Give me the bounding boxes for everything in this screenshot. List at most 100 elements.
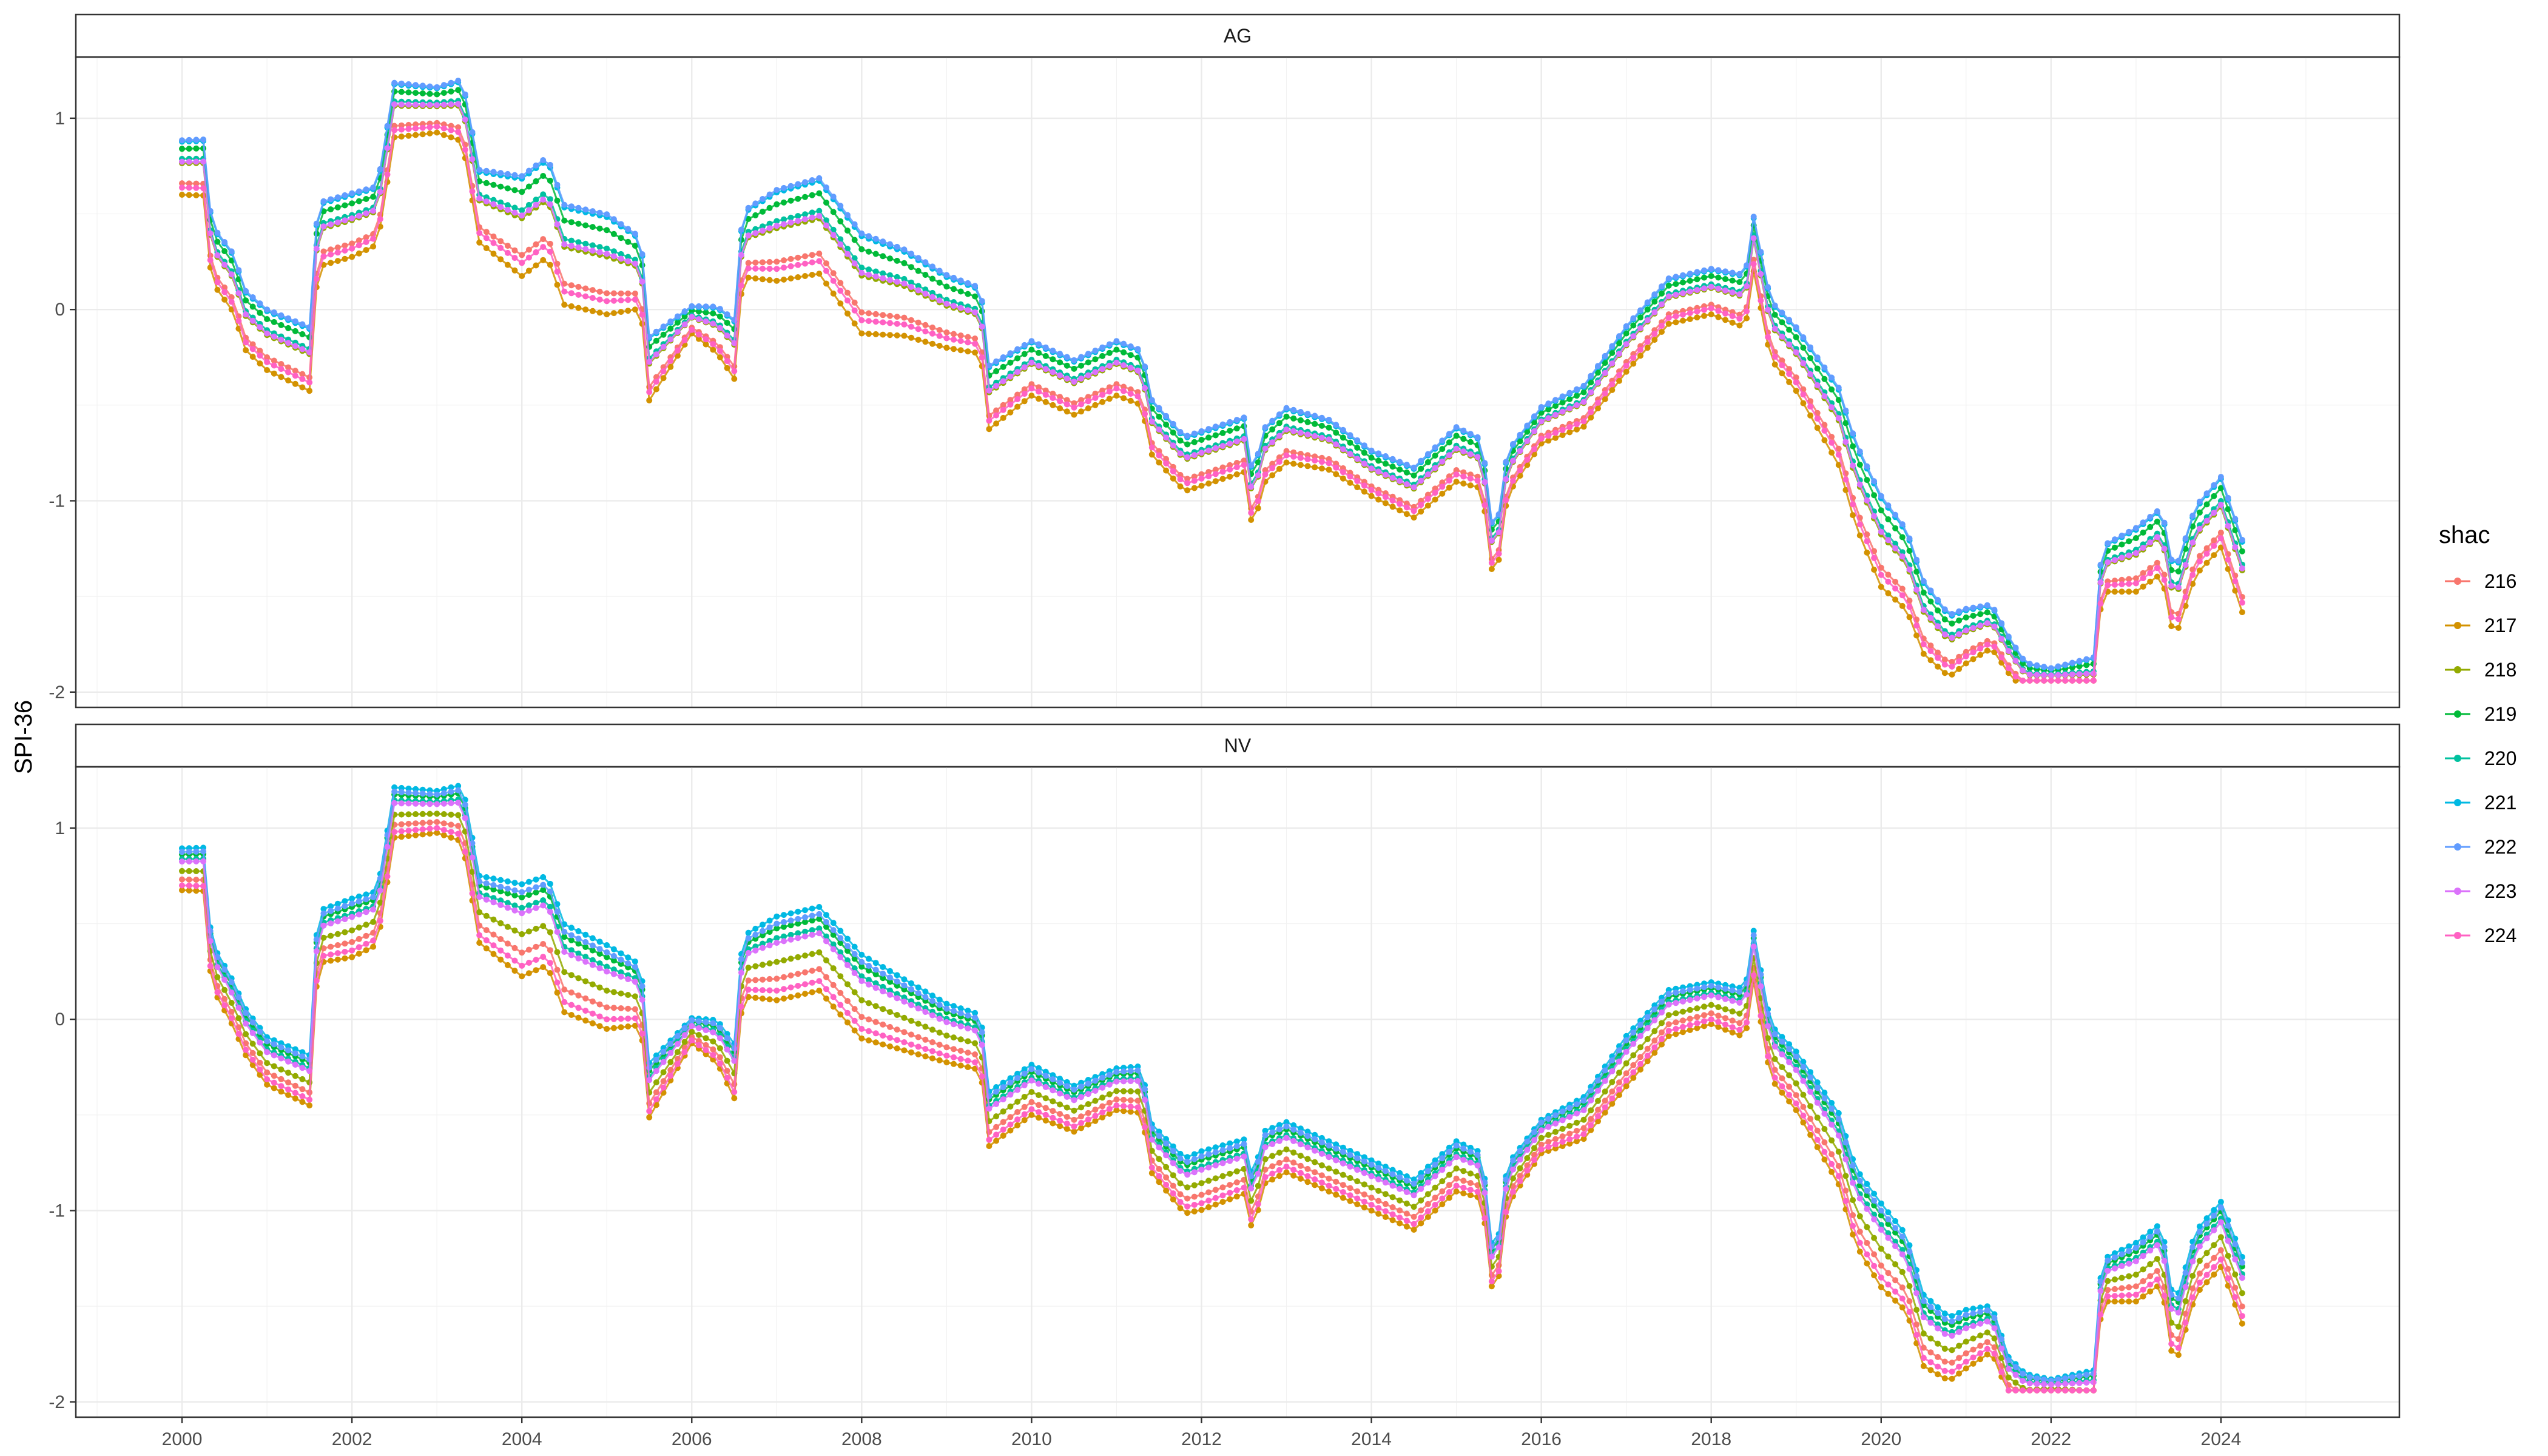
data-point-222 — [716, 1025, 723, 1031]
data-point-216 — [809, 968, 815, 974]
data-point-216 — [2118, 1285, 2125, 1292]
data-point-217 — [1248, 517, 1255, 523]
data-point-223 — [1283, 426, 1290, 433]
data-point-223 — [1021, 364, 1028, 371]
data-point-218 — [2239, 1290, 2245, 1296]
data-point-218 — [618, 990, 624, 997]
data-point-224 — [1347, 473, 1353, 480]
data-point-223 — [766, 942, 773, 949]
data-point-224 — [490, 240, 497, 246]
data-point-222 — [1736, 271, 1743, 277]
data-point-224 — [752, 265, 759, 272]
data-point-219 — [2203, 501, 2210, 508]
data-point-222 — [1262, 424, 1269, 431]
data-point-223 — [384, 145, 391, 152]
data-point-222 — [214, 229, 221, 236]
data-point-224 — [1170, 468, 1176, 474]
data-point-219 — [1814, 365, 1821, 372]
data-point-222 — [2168, 556, 2175, 563]
data-point-223 — [1312, 433, 1318, 439]
data-point-223 — [243, 311, 249, 318]
data-point-218 — [2126, 1273, 2132, 1279]
data-point-222 — [1198, 428, 1205, 434]
data-point-222 — [724, 311, 730, 318]
data-point-224 — [1014, 396, 1021, 402]
data-point-224 — [639, 311, 645, 318]
data-point-217 — [986, 1143, 993, 1150]
data-point-217 — [809, 989, 815, 996]
data-point-217 — [2168, 623, 2175, 630]
data-point-219 — [1949, 620, 1955, 627]
data-point-218 — [1927, 1335, 1934, 1342]
data-point-221 — [787, 910, 794, 917]
data-point-224 — [1085, 398, 1091, 405]
data-point-217 — [1963, 660, 1969, 667]
data-point-222 — [1113, 338, 1120, 345]
data-point-222 — [235, 267, 242, 274]
data-point-223 — [221, 977, 228, 983]
data-point-222 — [2132, 525, 2139, 531]
data-point-223 — [257, 1039, 263, 1046]
data-point-223 — [1856, 481, 1863, 488]
data-point-223 — [1545, 1124, 1552, 1130]
data-point-216 — [972, 1051, 979, 1057]
data-point-218 — [349, 927, 356, 934]
data-point-221 — [1885, 1209, 1892, 1216]
data-point-217 — [1227, 473, 1233, 480]
data-point-218 — [342, 929, 348, 935]
data-point-223 — [1148, 418, 1155, 425]
data-point-218 — [716, 1045, 723, 1051]
data-point-216 — [972, 335, 979, 342]
data-point-223 — [1382, 471, 1389, 478]
data-point-216 — [1878, 1262, 1884, 1269]
data-point-217 — [1885, 1290, 1892, 1297]
data-point-219 — [2239, 548, 2245, 554]
data-point-216 — [1800, 1104, 1807, 1110]
data-point-224 — [2225, 556, 2231, 563]
data-point-223 — [440, 101, 447, 108]
data-point-216 — [894, 314, 900, 320]
data-point-224 — [837, 288, 844, 294]
data-point-223 — [872, 985, 879, 991]
data-point-222 — [1021, 342, 1028, 348]
data-point-222 — [200, 848, 207, 855]
data-point-218 — [760, 962, 766, 968]
data-point-221 — [575, 928, 582, 934]
data-point-224 — [1871, 554, 1878, 561]
data-point-224 — [285, 369, 292, 376]
data-point-218 — [1347, 1175, 1353, 1181]
data-point-222 — [1078, 354, 1085, 360]
data-point-222 — [1793, 1053, 1799, 1060]
data-point-222 — [398, 789, 405, 795]
data-point-219 — [1864, 477, 1870, 484]
data-point-224 — [1580, 418, 1587, 425]
data-point-223 — [504, 905, 511, 911]
data-point-223 — [1588, 389, 1594, 396]
data-point-216 — [525, 246, 532, 253]
data-point-220 — [809, 209, 815, 216]
data-point-222 — [1424, 1168, 1431, 1175]
data-point-216 — [426, 819, 433, 826]
data-point-223 — [356, 212, 362, 219]
data-point-218 — [1949, 1347, 1955, 1353]
data-point-222 — [830, 194, 837, 200]
data-point-223 — [986, 387, 993, 394]
data-point-223 — [667, 1050, 674, 1056]
data-point-223 — [972, 1027, 979, 1034]
data-point-222 — [2211, 1212, 2217, 1219]
data-point-222 — [2225, 494, 2231, 501]
data-point-216 — [625, 290, 632, 297]
data-point-224 — [674, 347, 681, 354]
data-point-224 — [2097, 600, 2104, 607]
data-point-221 — [936, 996, 943, 1003]
data-point-218 — [1807, 1103, 1814, 1110]
data-point-222 — [1276, 411, 1282, 418]
data-point-222 — [1850, 1162, 1856, 1169]
data-point-222 — [674, 313, 681, 320]
data-point-216 — [398, 122, 405, 129]
data-point-221 — [837, 928, 844, 934]
data-point-224 — [1991, 643, 1998, 650]
data-point-218 — [766, 960, 773, 966]
data-point-219 — [1637, 314, 1643, 321]
data-point-217 — [837, 300, 844, 307]
